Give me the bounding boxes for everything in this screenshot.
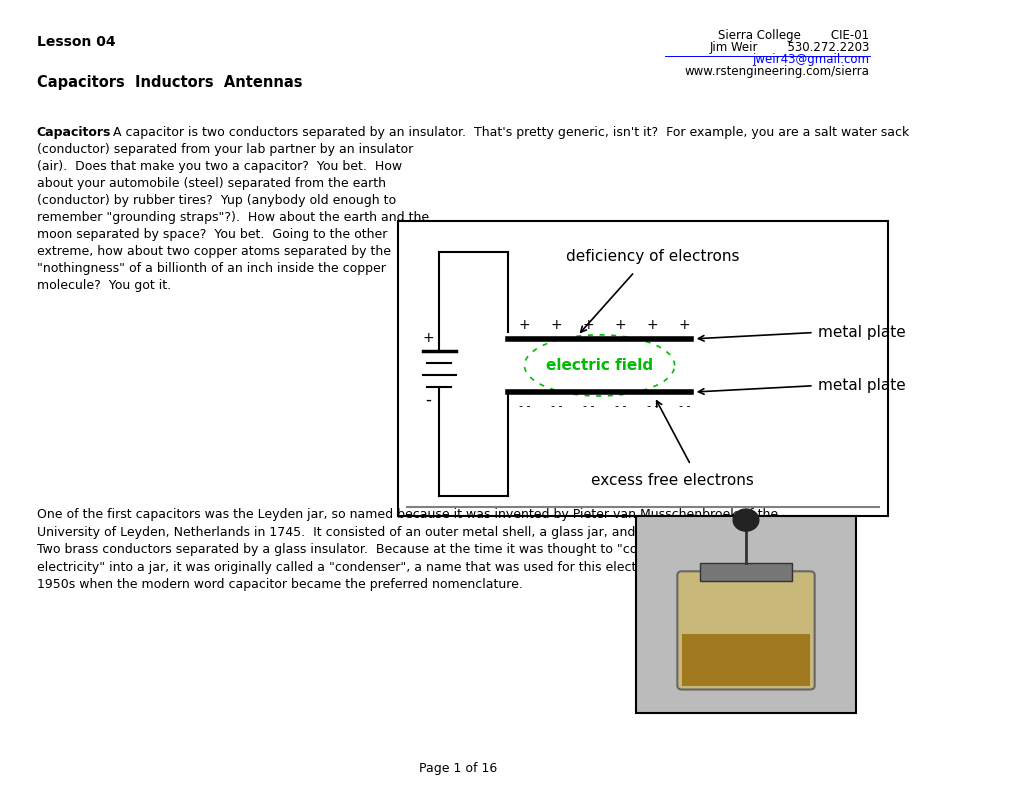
Text: Sierra College        CIE-01: Sierra College CIE-01 xyxy=(717,29,869,42)
Text: - -: - - xyxy=(550,401,561,411)
Text: electric field: electric field xyxy=(545,358,652,373)
Bar xyxy=(397,221,887,516)
Text: Capacitors  Inductors  Antennas: Capacitors Inductors Antennas xyxy=(37,75,302,90)
Text: metal plate: metal plate xyxy=(817,325,905,340)
Text: deficiency of electrons: deficiency of electrons xyxy=(566,248,739,264)
Text: +: + xyxy=(550,318,561,332)
Text: One of the first capacitors was the Leyden jar, so named because it was invented: One of the first capacitors was the Leyd… xyxy=(37,508,784,591)
Circle shape xyxy=(733,509,758,531)
Text: Page 1 of 16: Page 1 of 16 xyxy=(418,762,496,775)
Text: - -: - - xyxy=(614,401,626,411)
Text: jweir43@gmail.com: jweir43@gmail.com xyxy=(752,53,869,65)
Text: Jim Weir        530.272.2203: Jim Weir 530.272.2203 xyxy=(708,41,869,54)
Text: -: - xyxy=(425,391,431,409)
Bar xyxy=(682,634,809,686)
Text: www.rstengineering.com/sierra: www.rstengineering.com/sierra xyxy=(684,65,869,77)
Text: excess free electrons: excess free electrons xyxy=(590,473,753,489)
Text: +: + xyxy=(679,318,690,332)
Text: - -: - - xyxy=(519,401,530,411)
Text: (conductor) separated from your lab partner by an insulator
(air).  Does that ma: (conductor) separated from your lab part… xyxy=(37,143,428,292)
Text: - -: - - xyxy=(646,401,657,411)
Bar xyxy=(636,516,855,713)
Text: - -: - - xyxy=(582,401,594,411)
Bar xyxy=(700,563,791,581)
Text: +: + xyxy=(614,318,626,332)
Text: +: + xyxy=(582,318,594,332)
Text: Lesson 04: Lesson 04 xyxy=(37,35,115,50)
FancyBboxPatch shape xyxy=(677,571,814,690)
Text: Capacitors: Capacitors xyxy=(37,126,111,139)
Text: metal plate: metal plate xyxy=(817,378,905,393)
Text: - -: - - xyxy=(679,401,690,411)
Text: +: + xyxy=(422,332,434,345)
Text: A capacitor is two conductors separated by an insulator.  That's pretty generic,: A capacitor is two conductors separated … xyxy=(105,126,909,139)
Text: +: + xyxy=(519,318,530,332)
Text: +: + xyxy=(646,318,658,332)
